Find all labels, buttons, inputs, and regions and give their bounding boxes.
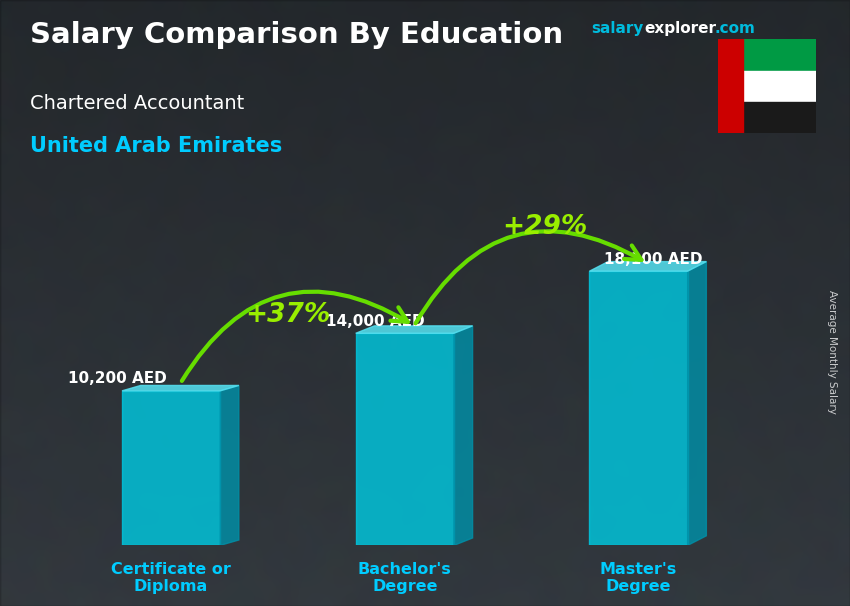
- Polygon shape: [220, 385, 239, 545]
- Text: Chartered Accountant: Chartered Accountant: [30, 94, 244, 113]
- Text: +29%: +29%: [502, 215, 587, 240]
- Polygon shape: [454, 326, 473, 545]
- Text: 18,100 AED: 18,100 AED: [604, 251, 703, 267]
- Polygon shape: [590, 271, 688, 545]
- Polygon shape: [122, 391, 220, 545]
- Text: +37%: +37%: [246, 302, 331, 328]
- Text: 14,000 AED: 14,000 AED: [326, 314, 425, 328]
- Text: salary: salary: [591, 21, 643, 36]
- Bar: [718, 39, 816, 71]
- Text: Salary Comparison By Education: Salary Comparison By Education: [30, 21, 563, 49]
- Polygon shape: [122, 385, 239, 391]
- Text: explorer: explorer: [644, 21, 717, 36]
- Polygon shape: [355, 333, 454, 545]
- Polygon shape: [355, 326, 473, 333]
- Bar: [718, 102, 816, 133]
- Bar: [718, 71, 816, 102]
- Bar: [718, 39, 743, 133]
- Text: Average Monthly Salary: Average Monthly Salary: [827, 290, 837, 413]
- Polygon shape: [590, 262, 706, 271]
- Text: .com: .com: [714, 21, 755, 36]
- Text: 10,200 AED: 10,200 AED: [68, 371, 167, 387]
- Polygon shape: [688, 262, 706, 545]
- Text: United Arab Emirates: United Arab Emirates: [30, 136, 282, 156]
